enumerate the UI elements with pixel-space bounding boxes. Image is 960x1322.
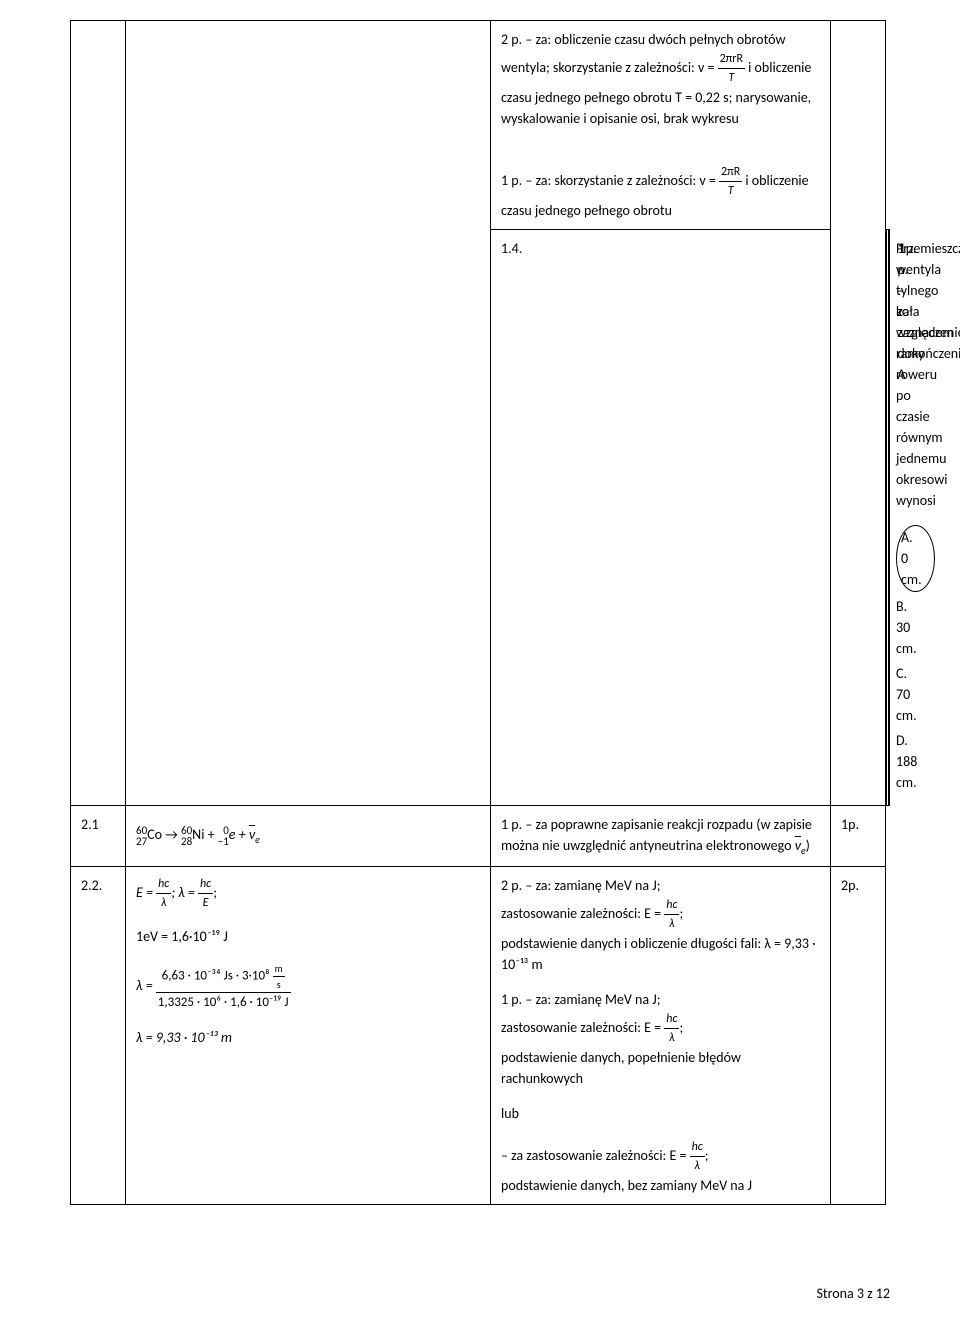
row-number: 2.1: [81, 816, 99, 833]
equation: λ = 9,33 · 10⁻¹³ m: [136, 1027, 480, 1048]
denominator: λ: [664, 915, 679, 933]
unit-bot: s: [273, 977, 285, 992]
fraction: hc λ: [156, 875, 171, 912]
cell-criteria: 2 p. – za: obliczenie czasu dwóch pełnyc…: [491, 21, 831, 230]
criteria-text: 1 p. – za poprawne zapisanie reakcji roz…: [501, 816, 812, 854]
row-number: 2.2.: [81, 877, 102, 894]
points: 1p.: [899, 240, 917, 257]
criteria-line: – za zastosowanie zależności: E = hc λ ;: [501, 1138, 820, 1175]
atomic-number: 27: [136, 836, 147, 847]
text: ;: [679, 1019, 683, 1036]
criteria-line: zastosowanie zależności: E = hc λ ;: [501, 1010, 820, 1047]
equation: E = hc λ ; λ = hc E ;: [136, 875, 480, 912]
table-row: 2.1 60 27 Co → 60 28 Ni + 0 −1 e + νe 1 …: [71, 806, 890, 867]
cell-points: 1p.: [888, 230, 889, 806]
cell-criteria: 2 p. – za: zamianę MeV na J; zastosowani…: [491, 867, 831, 1205]
numerator: hc: [690, 1138, 705, 1157]
cell-num: 2.2.: [71, 867, 126, 1205]
text: zastosowanie zależności: E =: [501, 1019, 664, 1036]
denominator: T: [728, 71, 734, 85]
mass-number: 60: [136, 825, 147, 836]
numerator: 2πrR: [720, 52, 743, 66]
cell-points: 2p.: [831, 867, 886, 1205]
numerator: 6,63 · 10⁻³⁴ Js · 3·10⁸: [162, 969, 273, 984]
atomic-number: −1: [218, 836, 229, 847]
numerator: 2πR: [721, 165, 740, 179]
element: Co →: [147, 826, 181, 843]
fraction: hc λ: [664, 1010, 679, 1047]
cell-task: 60 27 Co → 60 28 Ni + 0 −1 e + νe: [126, 806, 491, 867]
cell-task: E = hc λ ; λ = hc E ; 1eV = 1,6·10⁻¹⁹ J …: [126, 867, 491, 1205]
fraction: hc λ: [690, 1138, 705, 1175]
criteria-line: 1 p. – za: zamianę MeV na J;: [501, 989, 820, 1010]
criteria-lub: lub: [501, 1103, 820, 1124]
denominator: E: [198, 894, 213, 912]
neutrino-sub: e: [255, 834, 260, 846]
eq-part: ;: [213, 884, 217, 901]
points: 1p.: [841, 816, 859, 833]
numerator: hc: [198, 875, 213, 894]
unit-top: m: [273, 961, 285, 977]
text: 1 p. – za: skorzystanie z zależności: v …: [501, 172, 719, 189]
criteria-line: 2 p. – za: zamianę MeV na J;: [501, 875, 820, 896]
text: ;: [679, 905, 683, 922]
numerator: hc: [664, 1010, 679, 1029]
text: ;: [705, 1147, 709, 1164]
fraction: hc λ: [664, 896, 679, 933]
criteria-line: podstawienie danych, popełnienie błędów …: [501, 1047, 820, 1089]
text: zastosowanie zależności: E =: [501, 905, 664, 922]
cell-points: [831, 21, 886, 806]
mass-number: 60: [181, 825, 192, 836]
numerator: hc: [156, 875, 171, 894]
text: – za zastosowanie zależności: E =: [501, 1147, 690, 1164]
denominator: λ: [690, 1157, 705, 1175]
mass-number: 0: [218, 825, 229, 836]
page-footer: Strona 3 z 12: [70, 1205, 890, 1302]
denominator: λ: [156, 894, 171, 912]
fraction: 2πR T: [719, 163, 742, 200]
equation: 1eV = 1,6·10⁻¹⁹ J: [136, 926, 480, 947]
eq-part: λ =: [136, 978, 156, 995]
row-number: 1.4.: [501, 240, 522, 257]
cell-num: [71, 21, 126, 806]
table-row: 2.2. E = hc λ ; λ = hc E ; 1eV = 1,6·10⁻…: [71, 867, 890, 1205]
cell-points: 1p.: [831, 806, 886, 867]
fraction: 6,63 · 10⁻³⁴ Js · 3·10⁸ m s 1,3325 · 10⁶…: [156, 961, 291, 1013]
nuclear-equation: 60 27 Co → 60 28 Ni + 0 −1 e + νe: [136, 814, 480, 857]
fraction: 2πrR T: [718, 50, 745, 87]
denominator: 1,3325 · 10⁶ · 1,6 · 10⁻¹⁹ J: [156, 993, 291, 1013]
cell-task: [126, 21, 491, 806]
points: 2p.: [841, 877, 859, 894]
denominator: λ: [664, 1029, 679, 1047]
cell-criteria: 1 p. – za poprawne zapisanie reakcji roz…: [491, 806, 831, 867]
option-a: A. 0 cm.: [896, 525, 935, 592]
criteria-line: podstawienie danych, bez zamiany MeV na …: [501, 1175, 820, 1196]
equation: λ = 6,63 · 10⁻³⁴ Js · 3·10⁸ m s 1,3325 ·…: [136, 961, 480, 1013]
denominator: T: [728, 184, 734, 198]
electron: e +: [229, 826, 249, 843]
table-row: 2 p. – za: obliczenie czasu dwóch pełnyc…: [71, 21, 890, 230]
fraction: hc E: [198, 875, 213, 912]
cell-num: 2.1: [71, 806, 126, 867]
criteria-text-end: ): [806, 837, 810, 854]
atomic-number: 28: [181, 836, 192, 847]
criteria-line: zastosowanie zależności: E = hc λ ;: [501, 896, 820, 933]
cell-num: 1.4.: [491, 230, 831, 806]
element: Ni +: [192, 826, 218, 843]
rubric-table: 2 p. – za: obliczenie czasu dwóch pełnyc…: [70, 20, 890, 1205]
eq-part: ; λ =: [171, 884, 198, 901]
eq-part: E =: [136, 884, 156, 901]
criteria-line: podstawienie danych i obliczenie długośc…: [501, 933, 820, 975]
numerator: hc: [664, 896, 679, 915]
